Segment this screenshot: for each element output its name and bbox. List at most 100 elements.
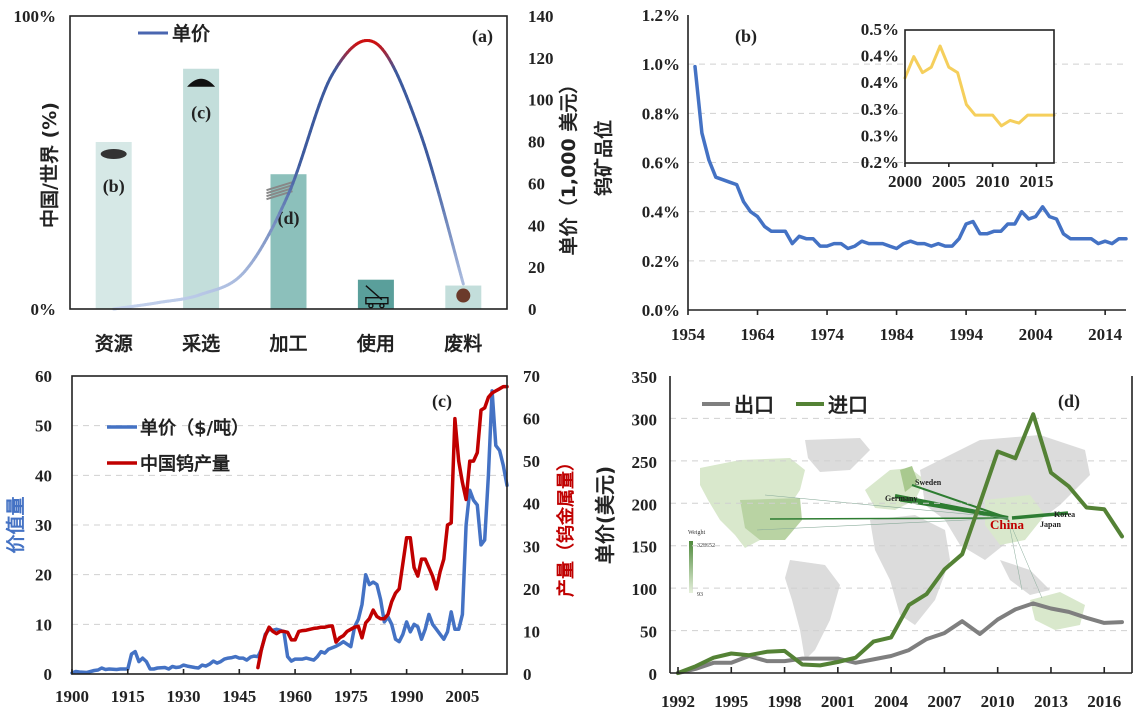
map-label-japan: Japan bbox=[1040, 520, 1061, 529]
y-tick-label: 1.2% bbox=[642, 6, 680, 25]
y-tick-label: 0.4% bbox=[642, 203, 680, 222]
y-tick-label: 10 bbox=[35, 615, 52, 634]
map-africa bbox=[870, 515, 950, 625]
panel-a-ytick-bottom: 0% bbox=[31, 300, 57, 319]
inset-y-tick-label: 0.4% bbox=[861, 47, 899, 66]
inset-x-tick-label: 2000 bbox=[888, 172, 922, 191]
world-trade-map: Sweden Germany Korea Japan China Weight … bbox=[688, 435, 1090, 660]
map-label-germany: Germany bbox=[885, 494, 917, 503]
x-tick-label: 1990 bbox=[390, 687, 424, 706]
y2-tick-label: 60 bbox=[528, 174, 545, 193]
map-greenland bbox=[805, 438, 870, 472]
price-curve-segment bbox=[435, 184, 441, 197]
scrap-icon bbox=[456, 288, 471, 303]
y2-tick-label: 0 bbox=[528, 300, 537, 319]
inset-grade-line bbox=[903, 44, 1056, 128]
y-tick-label: 60 bbox=[35, 367, 52, 386]
inset-frame bbox=[904, 29, 1055, 164]
y-tick-label: 200 bbox=[632, 495, 658, 514]
x-tick-label: 1992 bbox=[661, 692, 695, 711]
panel-a-chart: (b) (c) (d) 100% 0% 0 20 40 60 80 100 120 140 资源 采… bbox=[14, 7, 581, 355]
x-tick-label: 2005 bbox=[445, 687, 479, 706]
price-curve-segment bbox=[430, 166, 436, 179]
bar-采选 bbox=[183, 68, 220, 310]
bar-sublabel: (d) bbox=[278, 208, 300, 229]
panel-b-label: (b) bbox=[735, 26, 757, 47]
panel-b-chart: 0.0% 0.2% 0.4% 0.6% 0.8% 1.0% 1.2% 1954 1964 197… bbox=[592, 6, 1128, 344]
map-legend-min: 93 bbox=[697, 592, 703, 598]
inset-x-tick-label: 2015 bbox=[1019, 172, 1053, 191]
x-tick-label: 1960 bbox=[278, 687, 312, 706]
x-tick-label: 2004 bbox=[1019, 325, 1054, 344]
x-tick-label: 使用 bbox=[356, 333, 395, 355]
x-tick-label: 2016 bbox=[1087, 692, 1121, 711]
bar-sublabel: (b) bbox=[103, 176, 125, 197]
y-tick-label: 0.2% bbox=[642, 252, 680, 271]
x-tick-label: 1998 bbox=[768, 692, 802, 711]
y2-tick-label: 120 bbox=[528, 49, 554, 68]
panel-c-ylabel: 价值量 bbox=[4, 496, 27, 553]
y-tick-label: 50 bbox=[640, 623, 657, 642]
ore-pellets-icon bbox=[100, 148, 127, 159]
panel-b-ylabel: 钨矿品位 bbox=[592, 120, 615, 196]
x-tick-label: 采选 bbox=[182, 333, 220, 355]
price-curve-segment bbox=[445, 220, 451, 233]
wheel bbox=[368, 303, 374, 309]
x-tick-label: 1974 bbox=[810, 325, 845, 344]
ore-pile-icon bbox=[187, 78, 216, 87]
panel-a-label: (a) bbox=[472, 26, 493, 47]
panel-c-plot-frame bbox=[71, 375, 508, 675]
y-tick-label: 0 bbox=[649, 665, 658, 684]
x-tick-label: 1930 bbox=[167, 687, 201, 706]
inset-background bbox=[905, 30, 1054, 163]
panel-c-legend-label-price: 单价（$/吨） bbox=[140, 417, 249, 439]
x-tick-label: 废料 bbox=[444, 332, 482, 355]
x-tick-label: 资源 bbox=[95, 332, 133, 355]
price-curve-segment bbox=[440, 202, 446, 215]
x-tick-label: 2013 bbox=[1034, 692, 1068, 711]
map-china bbox=[985, 495, 1045, 545]
price-curve-segment bbox=[437, 193, 444, 206]
grade-line bbox=[693, 64, 1128, 251]
y-tick-label: 0.8% bbox=[642, 104, 680, 123]
wheel bbox=[379, 303, 385, 309]
y2-tick-label: 0 bbox=[523, 665, 532, 684]
inset-y-tick-label: 0.3% bbox=[861, 126, 899, 145]
inset-x-tick-label: 2005 bbox=[932, 172, 966, 191]
panel-a-ytick-top: 100% bbox=[14, 7, 57, 26]
panel-c-y2label: 产量（钨金属量） bbox=[555, 453, 577, 597]
price-curve-segment bbox=[460, 278, 465, 286]
map-southeast-asia bbox=[1000, 560, 1050, 595]
panel-d-ylabel: 单价(美元) bbox=[593, 466, 617, 564]
rod bbox=[266, 181, 293, 192]
panel-c-legend-label-output: 中国钨产量 bbox=[140, 453, 230, 475]
map-south-america bbox=[785, 560, 840, 660]
y2-tick-label: 50 bbox=[523, 452, 540, 471]
y2-tick-label: 140 bbox=[528, 7, 554, 26]
price-curve-segment bbox=[442, 211, 449, 224]
panel-a-plot-frame bbox=[69, 15, 508, 310]
y2-tick-label: 10 bbox=[523, 622, 540, 641]
inset-y-tick-label: 0.4% bbox=[861, 73, 899, 92]
inset-y-tick-label: 0.3% bbox=[861, 100, 899, 119]
rod bbox=[266, 187, 293, 198]
inset-y-tick-label: 0.2% bbox=[861, 153, 899, 172]
panel-d-legend-label-export: 出口 bbox=[734, 393, 774, 417]
output-line bbox=[256, 384, 509, 670]
y2-tick-label: 80 bbox=[528, 133, 545, 152]
price-line bbox=[70, 389, 509, 675]
inset-x-tick-label: 2010 bbox=[976, 172, 1010, 191]
panel-b-inset: 0.2% 0.3% 0.3% 0.4% 0.4% 0.5% 2000 2005 2010 201… bbox=[861, 20, 1056, 191]
x-tick-label: 1964 bbox=[741, 325, 776, 344]
y2-tick-label: 70 bbox=[523, 367, 540, 386]
x-tick-label: 1984 bbox=[880, 325, 915, 344]
inset-y-tick-label: 0.5% bbox=[861, 20, 899, 39]
x-tick-label: 2007 bbox=[927, 692, 962, 711]
y-tick-label: 50 bbox=[35, 417, 52, 436]
x-tick-label: 1954 bbox=[671, 325, 706, 344]
y-tick-label: 0.6% bbox=[642, 154, 680, 173]
y-tick-label: 300 bbox=[632, 410, 658, 429]
x-tick-label: 1995 bbox=[714, 692, 748, 711]
panel-d-legend-label-import: 进口 bbox=[828, 393, 868, 417]
